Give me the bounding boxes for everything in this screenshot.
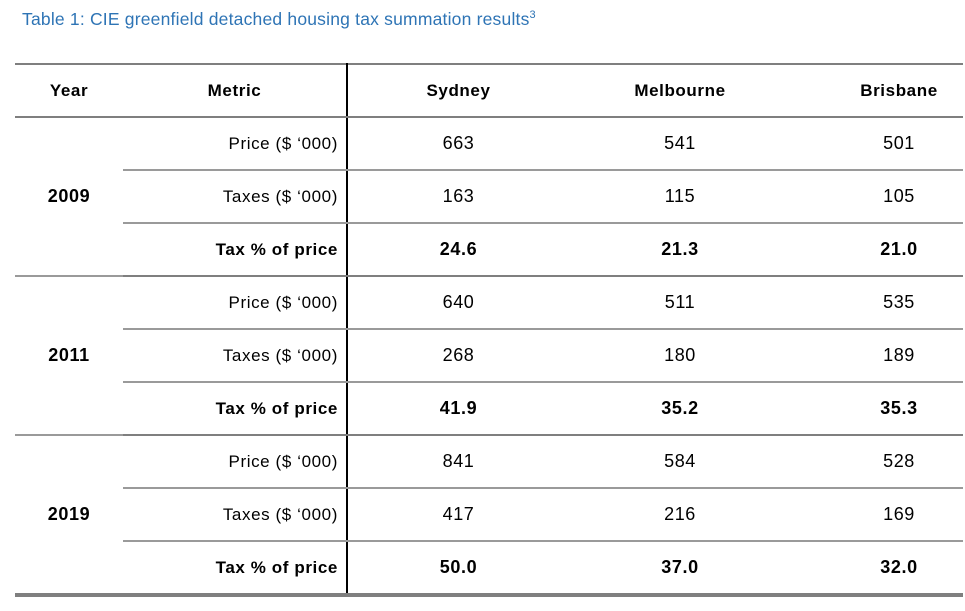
value-cell-brisbane: 528 [791,435,963,489]
metric-label: Tax % of price [123,382,348,436]
year-cell-2009: 2009 [15,117,123,277]
value-cell-sydney: 417 [347,488,569,542]
value-cell-sydney: 640 [347,276,569,330]
value-cell-melbourne: 37.0 [569,541,791,596]
value-cell-sydney: 841 [347,435,569,489]
value-cell-sydney: 50.0 [347,541,569,596]
metric-label: Tax % of price [123,541,348,596]
year-cell-2011: 2011 [15,276,123,436]
column-header-melbourne: Melbourne [569,64,791,118]
table-row: Tax % of price 24.6 21.3 21.0 [15,223,963,277]
value-cell-brisbane: 501 [791,117,963,171]
value-cell-brisbane: 105 [791,170,963,224]
value-cell-melbourne: 115 [569,170,791,224]
year-cell-2019: 2019 [15,435,123,596]
metric-label: Price ($ ‘000) [123,117,348,171]
table-row: 2011 Price ($ ‘000) 640 511 535 [15,276,963,436]
metric-label: Taxes ($ ‘000) [123,170,348,224]
value-cell-sydney: 24.6 [347,223,569,277]
column-header-metric: Metric [123,64,348,118]
value-cell-brisbane: 189 [791,329,963,383]
metric-label: Price ($ ‘000) [123,435,348,489]
metric-label: Taxes ($ ‘000) [123,488,348,542]
column-header-sydney: Sydney [347,64,569,118]
value-cell-brisbane: 535 [791,276,963,330]
value-cell-brisbane: 32.0 [791,541,963,596]
header-row: Year Metric Sydney Melbourne Brisbane [15,64,963,118]
value-cell-sydney: 163 [347,170,569,224]
table-row: 2019 Price ($ ‘000) 841 584 528 [15,435,963,596]
value-cell-sydney: 663 [347,117,569,171]
value-cell-melbourne: 511 [569,276,791,330]
value-cell-melbourne: 35.2 [569,382,791,436]
column-header-brisbane: Brisbane [791,64,963,118]
value-cell-melbourne: 541 [569,117,791,171]
metric-label: Tax % of price [123,223,348,277]
table-row: 2009 Price ($ ‘000) 663 541 501 [15,117,963,277]
value-cell-brisbane: 169 [791,488,963,542]
table-row: Tax % of price 50.0 37.0 32.0 [15,541,963,596]
value-cell-melbourne: 216 [569,488,791,542]
metric-label: Price ($ ‘000) [123,276,348,330]
metric-label: Taxes ($ ‘000) [123,329,348,383]
table-row: Taxes ($ ‘000) 417 216 169 [15,488,963,542]
value-cell-brisbane: 35.3 [791,382,963,436]
value-cell-melbourne: 21.3 [569,223,791,277]
housing-tax-table: Year Metric Sydney Melbourne Brisbane 20… [15,63,963,597]
table-row: Tax % of price 41.9 35.2 35.3 [15,382,963,436]
table-row: Taxes ($ ‘000) 268 180 189 [15,329,963,383]
table-title-text: Table 1: CIE greenfield detached housing… [22,9,530,29]
value-cell-brisbane: 21.0 [791,223,963,277]
value-cell-sydney: 41.9 [347,382,569,436]
value-cell-melbourne: 180 [569,329,791,383]
value-cell-sydney: 268 [347,329,569,383]
table-row: Taxes ($ ‘000) 163 115 105 [15,170,963,224]
table-title: Table 1: CIE greenfield detached housing… [22,9,536,30]
footnote-reference: 3 [529,9,536,22]
column-header-year: Year [15,64,123,118]
value-cell-melbourne: 584 [569,435,791,489]
